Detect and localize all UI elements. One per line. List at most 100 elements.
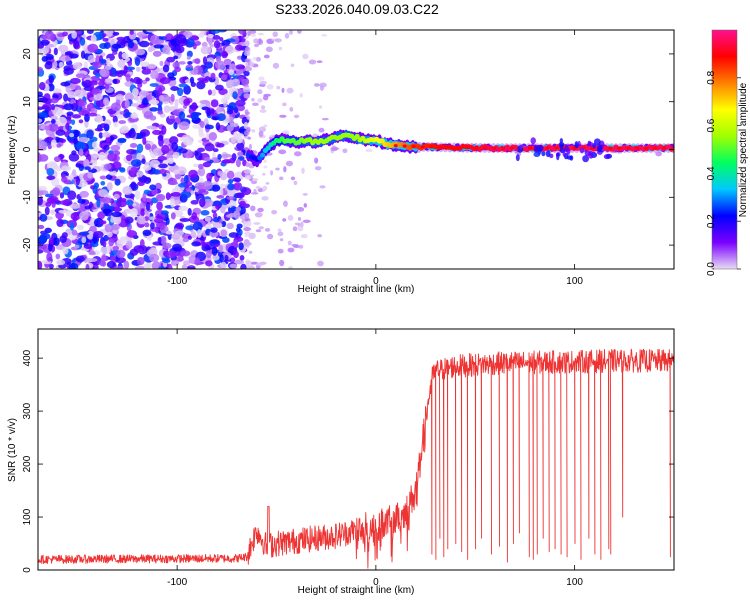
spectrogram-cell — [592, 142, 597, 149]
spectrogram-cell — [79, 190, 89, 198]
spectrogram-cell — [59, 200, 69, 206]
spectrogram-cell — [125, 199, 134, 206]
spectrogram-cell — [175, 34, 187, 44]
spectrogram-cell — [57, 107, 64, 117]
spectrogram-cell — [185, 67, 194, 72]
spectrogram-cell — [207, 89, 213, 96]
spectrogram-cell — [174, 45, 185, 54]
spectrogram-cell — [91, 88, 99, 95]
spectrogram-cell — [107, 152, 118, 162]
spectrogram-peak — [626, 146, 631, 150]
spectrogram-cell — [119, 126, 130, 134]
spectrogram-cell — [158, 95, 164, 102]
spectrogram-cell — [71, 30, 78, 39]
spectrogram-cell — [78, 99, 87, 107]
spectrogram-cell — [152, 147, 164, 157]
spectrogram-cell — [253, 222, 261, 225]
spectrogram-cell — [180, 250, 191, 257]
spectrogram-cell — [227, 179, 234, 184]
spectrogram-cell — [533, 145, 538, 153]
spectrogram-cell — [201, 241, 207, 247]
spectrogram-cell — [157, 237, 162, 244]
spectrogram-cell — [171, 191, 182, 197]
spectrogram-cell — [215, 122, 221, 131]
spectrogram-cell — [99, 58, 107, 64]
spectrogram-cell — [45, 201, 52, 207]
spectrogram-cell — [566, 155, 573, 160]
spectrogram-cell — [114, 178, 121, 186]
spectrogram-cell — [112, 79, 118, 84]
spectrogram-cell — [244, 59, 251, 63]
spectrogram-ylabel: Frequency (Hz) — [7, 116, 18, 185]
spectrogram-cell — [96, 49, 103, 54]
spectrogram-cell — [210, 227, 218, 233]
spectrogram-cell — [254, 212, 263, 218]
spectrogram-peak — [393, 144, 398, 148]
spectrogram-cell — [243, 227, 252, 232]
spectrogram-cell — [143, 189, 151, 195]
colorbar-tick-label: 0.6 — [706, 118, 717, 132]
spectrogram-cell — [98, 80, 105, 88]
spectrogram-cell — [278, 149, 287, 155]
spectrogram-cell — [89, 80, 98, 86]
y-tick-label: 20 — [22, 48, 33, 60]
spectrogram-cell — [178, 182, 187, 188]
spectrogram-cell — [110, 144, 121, 152]
spectrogram-cell — [38, 185, 48, 191]
spectrogram-cell — [365, 148, 373, 153]
spectrogram-cell — [50, 139, 57, 149]
spectrogram-cell — [45, 44, 50, 53]
spectrogram-cell — [204, 76, 211, 81]
spectrogram-cell — [284, 32, 290, 39]
spectrogram-cell — [165, 230, 173, 235]
spectrogram-cell — [259, 80, 267, 85]
spectrogram-cell — [190, 111, 199, 121]
spectrogram-cell — [119, 111, 125, 115]
spectrogram-cell — [119, 168, 126, 173]
spectrogram-cell — [99, 123, 107, 129]
spectrogram-cell — [118, 51, 124, 60]
spectrogram-cell — [556, 152, 560, 161]
spectrogram-cell — [165, 192, 171, 201]
spectrogram-cell — [330, 146, 338, 152]
spectrogram-cell — [596, 144, 603, 153]
spectrogram-cell — [74, 244, 80, 249]
spectrogram-cell — [222, 237, 230, 243]
spectrogram-cell — [215, 204, 220, 210]
spectrogram-cell — [52, 237, 60, 246]
spectrogram-cell — [545, 150, 551, 158]
spectrogram-cell — [130, 103, 139, 107]
spectrogram-cell — [124, 92, 134, 102]
spectrogram-peak — [545, 146, 550, 150]
spectrogram-cell — [249, 30, 257, 34]
spectrogram-cell — [104, 163, 112, 171]
spectrogram-cell — [559, 138, 564, 144]
spectrogram-cell — [223, 58, 232, 66]
spectrogram-cell — [237, 151, 244, 157]
spectrogram-cell — [281, 87, 285, 93]
spectrogram-cell — [277, 228, 282, 232]
spectrogram-cell — [116, 265, 124, 269]
spectrogram-cell — [255, 56, 261, 62]
spectrogram-cell — [277, 231, 284, 237]
spectrogram-cell — [108, 239, 115, 247]
spectrogram-cell — [574, 141, 579, 149]
spectrogram-cell — [226, 124, 234, 132]
spectrogram-cell — [123, 65, 128, 75]
spectrogram-cell — [321, 34, 328, 37]
spectrogram-cell — [187, 235, 192, 240]
spectrogram-peak — [411, 144, 416, 149]
spectrogram-cell — [205, 250, 212, 259]
spectrogram-cell — [246, 126, 251, 133]
spectrogram-cell — [99, 68, 110, 78]
spectrogram-cell — [147, 63, 157, 69]
spectrogram-cell — [48, 242, 53, 252]
spectrogram-cell — [233, 259, 244, 265]
spectrogram-cell — [224, 254, 229, 262]
spectrogram-cell — [121, 52, 129, 60]
spectrogram-cell — [171, 243, 182, 252]
spectrogram-cell — [194, 58, 201, 65]
spectrogram-cell — [103, 97, 110, 106]
spectrogram-cell — [181, 263, 188, 269]
spectrogram-cell — [286, 87, 294, 94]
